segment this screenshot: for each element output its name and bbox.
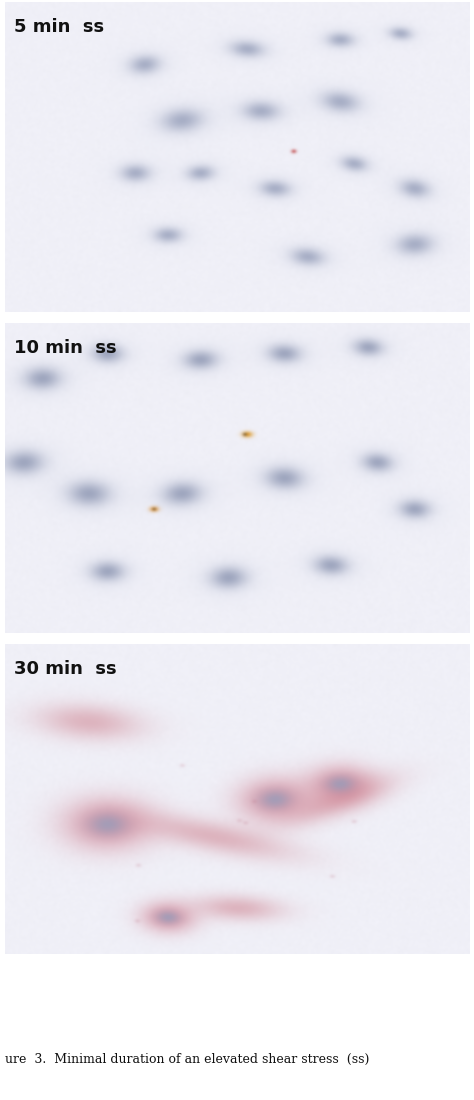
Text: ure  3.  Minimal duration of an elevated shear stress  (ss): ure 3. Minimal duration of an elevated s… — [5, 1054, 369, 1066]
Text: 10 min  ss: 10 min ss — [14, 339, 117, 356]
Text: 30 min  ss: 30 min ss — [14, 660, 117, 678]
Text: 5 min  ss: 5 min ss — [14, 18, 104, 35]
